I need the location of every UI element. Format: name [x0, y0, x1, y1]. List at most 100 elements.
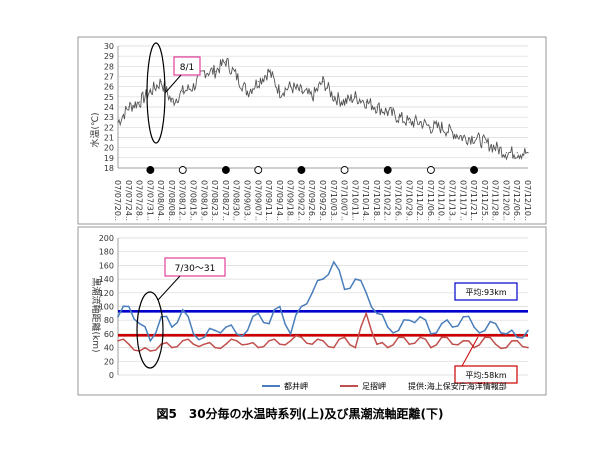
toi-data-point — [300, 305, 303, 308]
upper-x-tick-label: 07/07/31.. — [145, 180, 154, 221]
toi-data-point — [473, 326, 475, 328]
toi-data-point — [160, 315, 162, 318]
upper-x-tick-label: 07/08/08.. — [167, 180, 176, 221]
lower-callout-label: 7/30〜31 — [175, 264, 216, 274]
upper-x-tick-label: 07/08/27.. — [221, 180, 230, 221]
upper-y-tick-label: 21 — [104, 134, 114, 143]
ashizuri-data-point — [214, 346, 216, 349]
upper-data-point — [322, 80, 324, 83]
upper-x-tick-label: 07/09/14.. — [275, 180, 284, 221]
upper-x-tick-label: 07/08/15.. — [189, 180, 198, 221]
toi-data-point — [246, 329, 249, 332]
upper-data-point — [397, 116, 400, 118]
upper-x-tick-label: 07/09/18.. — [286, 180, 295, 221]
upper-marker-open — [178, 166, 187, 174]
ashizuri-data-point — [494, 343, 497, 345]
toi-data-point — [235, 333, 238, 335]
ashizuri-data-point — [127, 343, 130, 345]
upper-x-tick-label: 07/07/24.. — [124, 180, 133, 221]
upper-x-tick-label: 07/07/28.. — [135, 180, 144, 221]
upper-data-point — [343, 101, 346, 103]
lower-y-tick-label: 60 — [104, 330, 114, 339]
upper-x-tick-label: 07/09/11.. — [264, 180, 273, 221]
ashizuri-data-point — [505, 346, 508, 349]
upper-y-tick-label: 23 — [104, 113, 114, 122]
toi-data-point — [214, 329, 216, 332]
upper-data-point — [246, 91, 249, 93]
lower-y-tick-label: 160 — [99, 261, 114, 270]
ashizuri-data-point — [257, 346, 260, 349]
upper-marker-open — [254, 166, 263, 174]
upper-x-tick-label: 07/07/20.. — [113, 180, 122, 221]
upper-y-tick-label: 22 — [104, 123, 114, 132]
ashizuri-data-point — [419, 336, 421, 339]
upper-marker-open — [426, 166, 435, 174]
ashizuri-data-point — [397, 336, 400, 339]
upper-data-point — [192, 86, 195, 88]
upper-data-point — [128, 106, 130, 108]
toi-data-point — [505, 333, 508, 335]
avg-box-blue-frame — [454, 282, 518, 301]
upper-data-point — [268, 70, 270, 73]
ashizuri-data-point — [322, 339, 324, 342]
ashizuri-data-point — [440, 336, 443, 339]
upper-data-point — [451, 131, 454, 134]
toi-data-point — [268, 322, 270, 325]
toi-data-point — [149, 339, 152, 342]
upper-x-tick-label: 07/11/13.. — [447, 180, 456, 221]
upper-x-tick-label: 07/12/06.. — [512, 180, 521, 221]
legend-label-ashizuri: 足摺岬 — [362, 381, 386, 391]
ashizuri-data-point — [473, 346, 475, 349]
upper-x-tick-label: 07/11/06.. — [426, 180, 435, 221]
upper-y-tick-label: 19 — [104, 154, 114, 163]
ashizuri-data-point — [451, 343, 454, 345]
ashizuri-data-point — [343, 336, 346, 339]
upper-x-tick-label: 07/08/04.. — [156, 180, 165, 221]
upper-data-point — [171, 101, 173, 103]
lower-y-tick-label: 200 — [99, 234, 114, 243]
toi-data-point — [516, 336, 519, 339]
upper-data-point — [225, 60, 227, 62]
upper-data-point — [516, 152, 518, 154]
toi-data-point — [440, 322, 443, 325]
upper-y-tick-label: 20 — [104, 144, 114, 153]
upper-x-tick-label: 07/08/23.. — [210, 180, 219, 221]
upper-data-point — [300, 91, 303, 93]
avg-box-red: 平均:58km — [454, 336, 518, 384]
upper-x-tick-label: 07/10/18.. — [372, 180, 381, 221]
ashizuri-data-point — [311, 343, 314, 345]
toi-data-point — [462, 315, 465, 318]
upper-y-axis-label: 水温(℃) — [89, 112, 101, 147]
upper-x-tick-label: 07/09/26.. — [307, 180, 316, 221]
ashizuri-data-point — [430, 346, 432, 349]
lower-distance-series — [117, 260, 529, 352]
ashizuri-data-point — [192, 343, 195, 345]
toi-data-point — [203, 336, 206, 339]
avg-label-red: 平均:58km — [465, 370, 507, 380]
legend-label-toi: 都井岬 — [284, 381, 308, 391]
upper-x-tick-label: 07/08/12.. — [178, 180, 187, 221]
upper-y-tick-label: 27 — [104, 73, 114, 82]
lower-y-tick-label: 0 — [109, 371, 114, 380]
lower-y-tick-labels: 0 20 40 60 80 100 120 140 160 180 200 — [99, 234, 114, 380]
legend: 都井岬 足摺岬 — [262, 381, 386, 391]
upper-x-tick-label: 07/08/19.. — [199, 180, 208, 221]
upper-y-tick-label: 28 — [104, 62, 114, 71]
ashizuri-data-point — [268, 339, 270, 342]
toi-data-point — [451, 326, 454, 328]
lower-y-tick-label: 140 — [99, 275, 114, 284]
upper-data-point — [527, 152, 529, 154]
upper-x-tick-label: 07/10/07.. — [340, 180, 349, 221]
upper-data-point — [311, 96, 313, 98]
toi-data-point — [311, 292, 314, 294]
upper-x-tick-label: 07/10/22.. — [383, 180, 392, 221]
lower-callout-ellipse — [136, 291, 164, 369]
ashizuri-data-point — [386, 346, 389, 349]
toi-data-point — [322, 278, 324, 280]
upper-data-point — [365, 101, 367, 103]
upper-data-point — [138, 101, 141, 103]
ashizuri-data-point — [462, 339, 465, 342]
avg-box-red-pointer — [461, 336, 479, 367]
upper-x-tick-label: 07/09/22.. — [296, 180, 305, 221]
upper-y-tick-label: 26 — [104, 83, 114, 92]
